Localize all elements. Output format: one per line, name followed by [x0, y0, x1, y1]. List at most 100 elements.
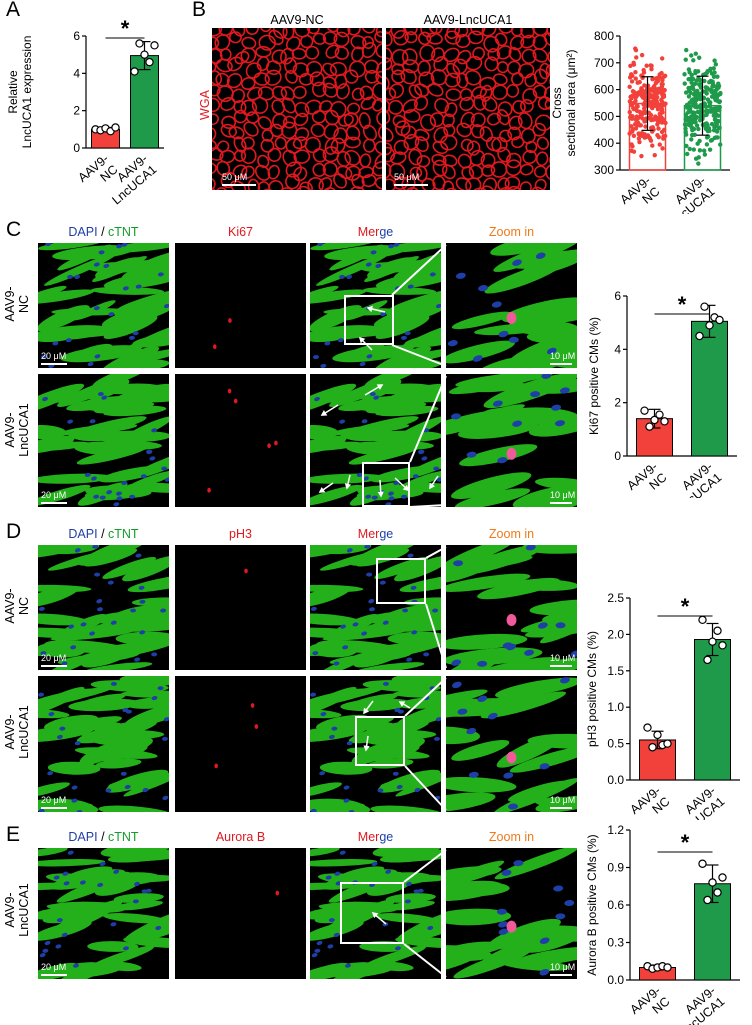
- header-zoom: Zoom in: [488, 830, 535, 844]
- slash: /: [97, 225, 109, 239]
- header-marker: Ki67: [227, 225, 254, 239]
- ctnt-fibers: [38, 848, 169, 979]
- data-point: [639, 110, 645, 115]
- data-point: [715, 74, 720, 79]
- data-point: [703, 895, 712, 905]
- scale-bar: 10 μM: [550, 351, 576, 365]
- data-point: [705, 108, 711, 113]
- data-point: [682, 81, 687, 86]
- positive-nucleus-dot: [207, 487, 211, 493]
- positive-nucleus-dot: [254, 724, 259, 729]
- data-point: [627, 84, 632, 90]
- significance-star: *: [681, 594, 690, 619]
- data-point: [689, 53, 694, 58]
- y-tick-label: 2: [614, 396, 621, 410]
- header-merge: Merge: [310, 830, 441, 844]
- micrograph-d-lnc-merge: [310, 676, 441, 812]
- y-tick-label: 0.5: [607, 737, 624, 751]
- positive-nucleus-dot: [228, 318, 232, 323]
- merge-label-b: ge: [379, 830, 394, 844]
- data-point: [685, 151, 690, 157]
- data-point: [695, 141, 700, 146]
- data-point: [639, 86, 644, 91]
- micrograph-c-lnc-zoom: 10 μM: [446, 374, 577, 507]
- merge-label-a: Mer: [357, 225, 380, 239]
- chart-d: 0.0 0.5 1.0 1.5 2.0 2.5 pH3 positive CMs (%) AA…: [585, 591, 740, 820]
- data-point: [716, 113, 721, 118]
- dapi-nuclei: [42, 392, 169, 507]
- data-point: [130, 67, 139, 76]
- y-axis-label: sectional area (μm²): [564, 50, 578, 157]
- data-point: [704, 135, 710, 140]
- data-point: [655, 132, 660, 138]
- scale-bar-label: 10 μM: [550, 490, 576, 500]
- data-point: [703, 655, 712, 665]
- data-point: [684, 117, 689, 123]
- micrograph-e-lnc-merge: [310, 848, 441, 979]
- ctnt-fibers: [446, 848, 577, 979]
- ctnt-label: cTNT: [108, 830, 139, 844]
- data-point: [712, 70, 717, 75]
- positive-nucleus-dot: [244, 568, 248, 574]
- column-label-nc: AAV9-NC: [270, 13, 324, 27]
- data-point: [696, 55, 702, 60]
- data-point: [657, 142, 662, 147]
- y-tick-label: 0.3: [607, 936, 624, 950]
- data-point: [693, 119, 698, 125]
- data-point: [629, 79, 635, 84]
- data-point: [707, 147, 713, 152]
- data-point: [643, 124, 648, 129]
- micrograph-c-lnc-merge: [310, 374, 441, 507]
- data-point: [695, 69, 701, 74]
- data-point: [645, 133, 651, 138]
- data-point: [653, 80, 659, 85]
- data-point: [691, 147, 697, 152]
- merge-label-a: Mer: [357, 527, 380, 541]
- data-point: [689, 114, 694, 119]
- header-merge: Merge: [310, 225, 441, 239]
- y-tick-label: 400: [594, 136, 614, 150]
- wga-membrane-network: [212, 28, 382, 190]
- y-tick-label: 300: [594, 163, 614, 177]
- data-point: [653, 114, 658, 119]
- micrograph-e-lnc-aurora-b: [175, 848, 306, 979]
- bar: [694, 638, 731, 781]
- data-point: [661, 134, 666, 139]
- data-point: [707, 80, 712, 85]
- data-point: [702, 78, 707, 84]
- y-tick-label: 0: [73, 141, 80, 155]
- data-point: [659, 56, 665, 61]
- merge-label-b: ge: [379, 527, 394, 541]
- x-tick-label: AAV9-NC: [627, 984, 672, 1025]
- data-point: [652, 91, 658, 97]
- y-axis-label: Aurora B positive CMs (%): [585, 834, 599, 975]
- data-point: [653, 730, 662, 740]
- scale-bar: 10 μM: [550, 490, 576, 504]
- scale-bar-label: 10 μM: [550, 351, 576, 361]
- data-point: [651, 97, 657, 102]
- data-point: [683, 57, 688, 62]
- data-point: [650, 415, 659, 425]
- data-point: [656, 126, 661, 131]
- micrograph-c-lnc-ki67: [175, 374, 306, 507]
- positive-nucleus: [506, 751, 517, 764]
- panel-letter-b: B: [192, 0, 207, 21]
- data-point: [689, 137, 694, 142]
- chart-c: 0 2 4 6 Ki67 positive CMs (%) AAV9-NC AAV9-Lnc…: [587, 289, 737, 498]
- positive-nucleus-dot: [212, 344, 217, 350]
- scale-bar-label: 50 μM: [222, 172, 248, 182]
- data-point: [700, 302, 709, 311]
- ctnt-fibers: [310, 545, 441, 670]
- data-point: [642, 103, 648, 109]
- data-point: [662, 73, 668, 79]
- data-point: [704, 142, 710, 147]
- positive-nucleus: [506, 614, 517, 626]
- data-point: [686, 67, 692, 72]
- data-point: [695, 331, 704, 341]
- y-tick-label: 4: [614, 342, 621, 356]
- data-point: [645, 422, 654, 431]
- data-point: [713, 62, 719, 67]
- micrograph-c-nc-merge: [310, 243, 441, 368]
- header-dapi-ctnt: DAPI / cTNT: [38, 527, 169, 541]
